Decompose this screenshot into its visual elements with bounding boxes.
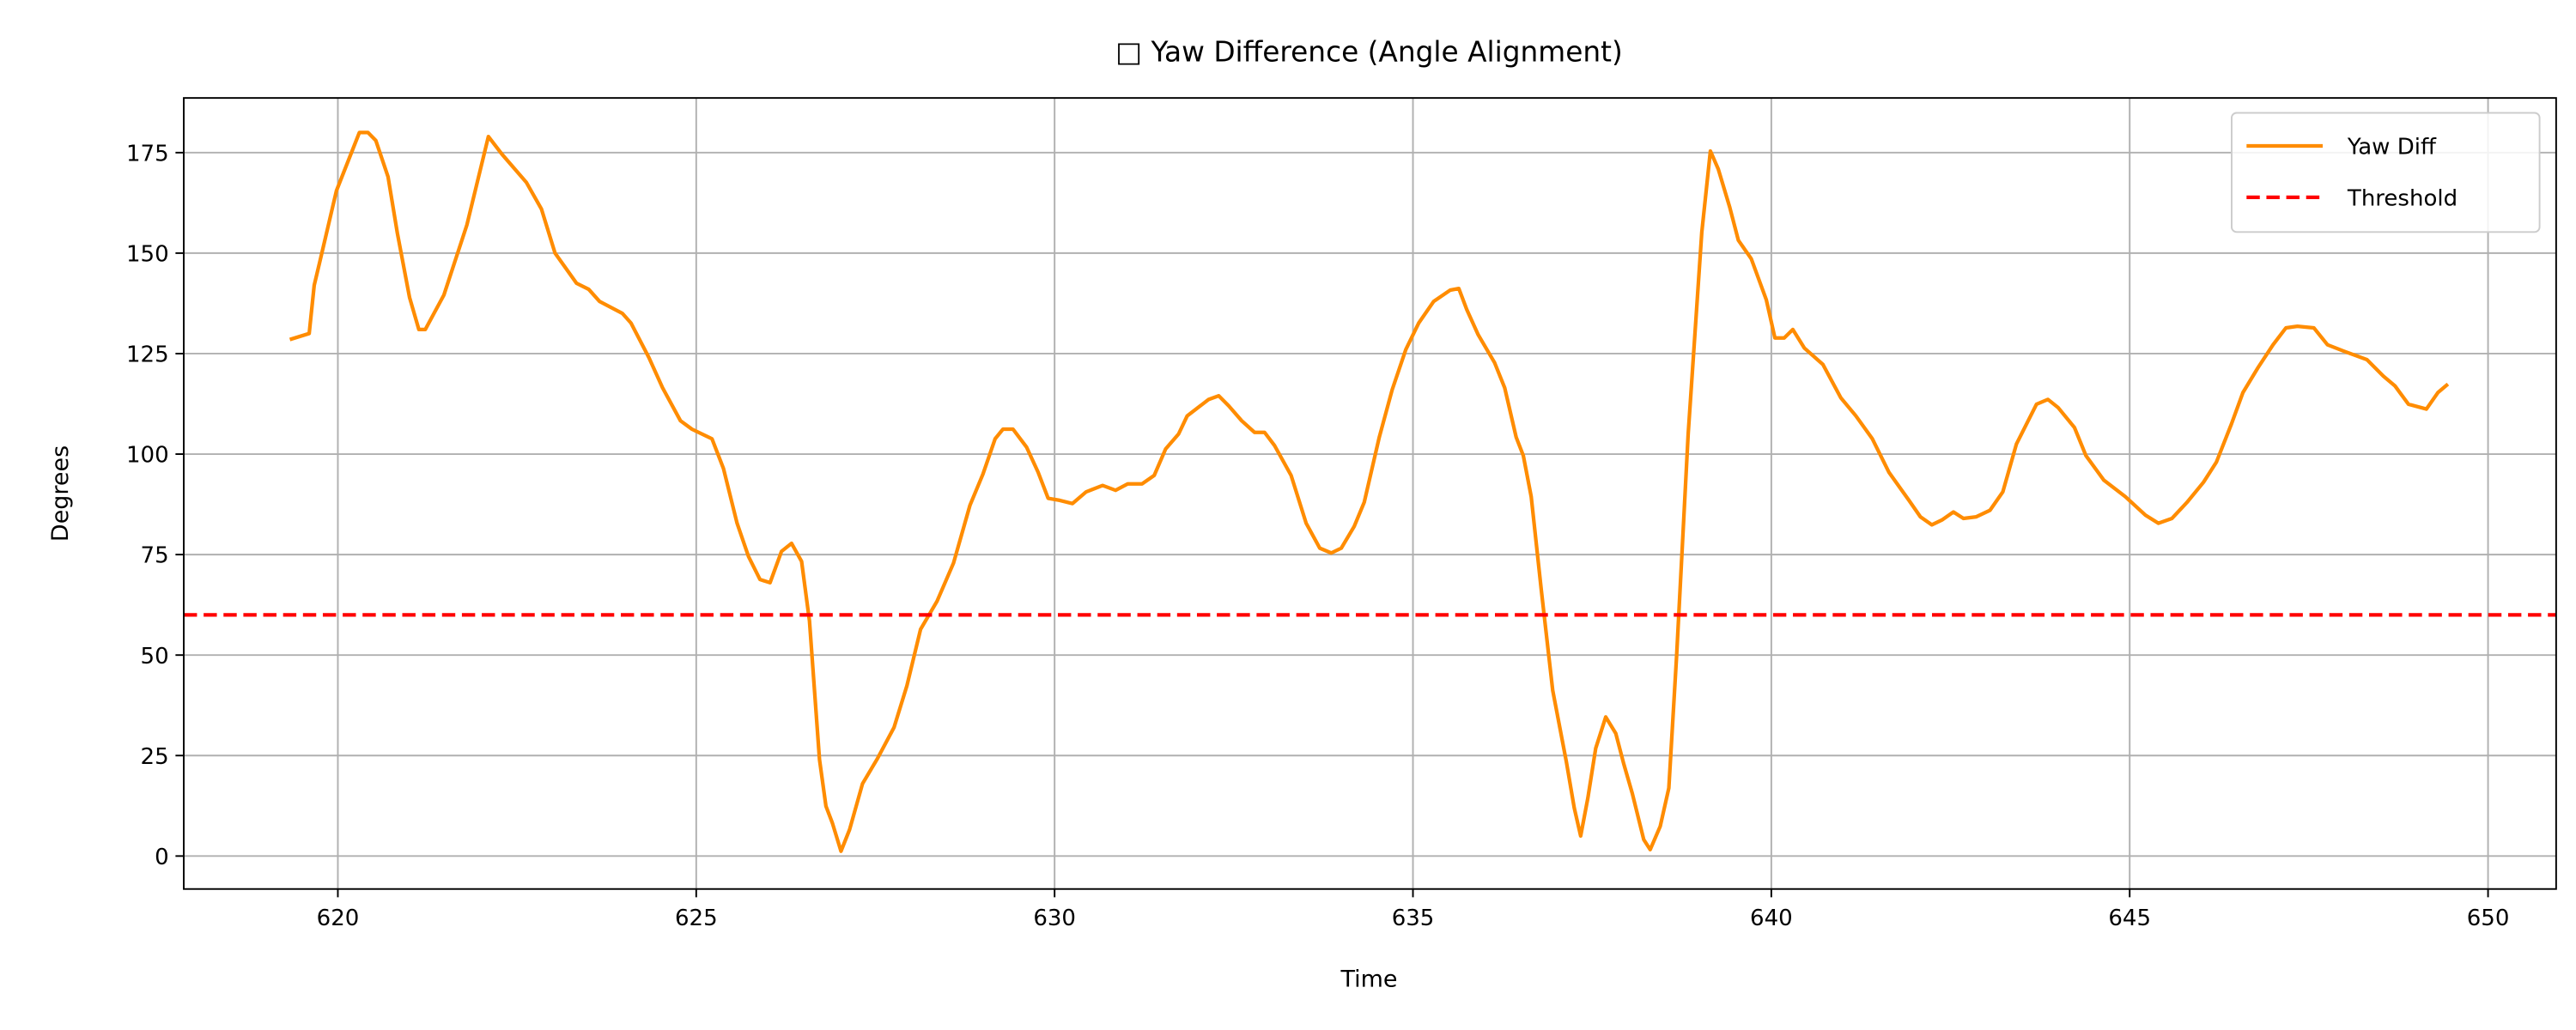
y-tick-label: 75 — [141, 543, 169, 569]
y-tick-label: 50 — [141, 644, 169, 670]
y-tick-label: 175 — [126, 141, 169, 167]
y-tick-label: 100 — [126, 443, 169, 469]
y-tick-label: 0 — [155, 845, 169, 870]
legend-label: Threshold — [2347, 185, 2458, 211]
x-tick-label: 650 — [2467, 906, 2510, 931]
legend-box — [2231, 112, 2541, 233]
data-line — [289, 130, 2450, 853]
y-tick-label: 125 — [126, 342, 169, 368]
x-tick-label: 645 — [2108, 906, 2151, 931]
legend-label: Yaw Diff — [2347, 135, 2437, 161]
x-tick-label: 630 — [1033, 906, 1076, 931]
y-tick-label: 150 — [126, 242, 169, 268]
y-tick-label: 25 — [141, 744, 169, 770]
x-tick-label: 635 — [1392, 906, 1435, 931]
x-tick-label: 620 — [317, 906, 360, 931]
x-axis-label: Time — [1340, 966, 1397, 992]
x-tick-label: 625 — [675, 906, 718, 931]
x-tick-label: 640 — [1750, 906, 1793, 931]
chart-title: □ Yaw Difference (Angle Alignment) — [1115, 36, 1623, 69]
plot-frame — [183, 97, 2557, 890]
legend: Yaw Diff Threshold — [2231, 112, 2541, 233]
y-axis-label: Degrees — [47, 445, 74, 542]
